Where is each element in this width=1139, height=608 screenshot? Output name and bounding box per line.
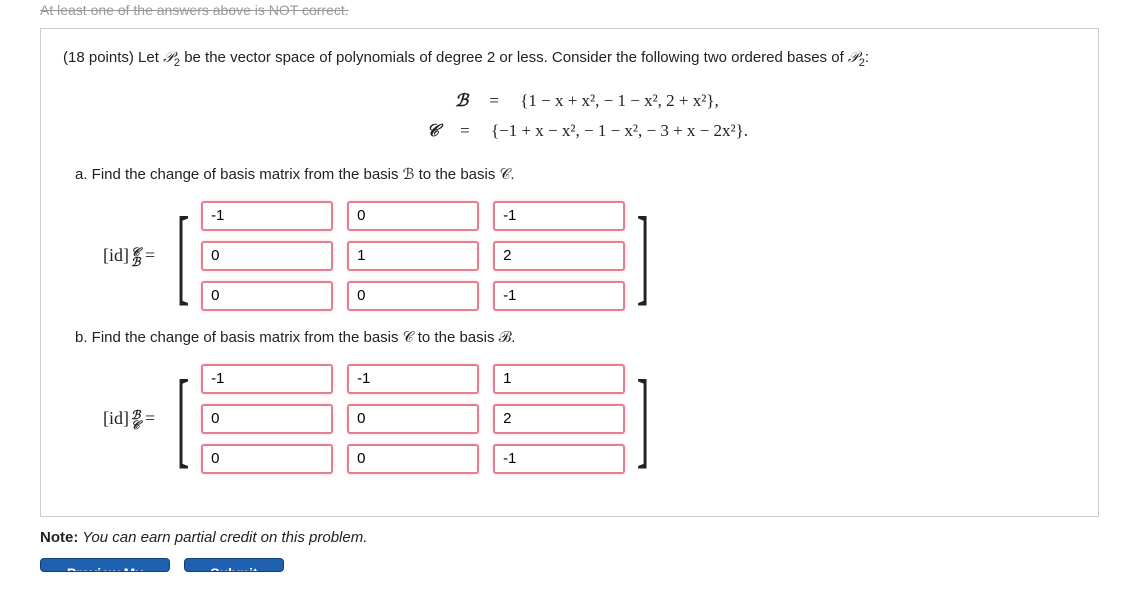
buttons-row: Preview My Answers Submit Answers [40, 558, 1099, 572]
matrix-a-cell-5[interactable] [493, 241, 625, 271]
right-bracket-a: ] [637, 210, 650, 302]
matrix-a-cell-0[interactable] [201, 201, 333, 231]
id-sub-b: 𝒞 [131, 420, 140, 430]
problem-prompt: (18 points) Let 𝒫2 be the vector space o… [63, 47, 1076, 72]
matrix-b-cell-0[interactable] [201, 364, 333, 394]
previous-feedback: At least one of the answers above is NOT… [0, 0, 1139, 20]
matrix-a-cell-3[interactable] [201, 241, 333, 271]
preview-button[interactable]: Preview My Answers [40, 558, 170, 572]
matrix-b-wrap: [id]ℬ𝒞 = [ ] [103, 360, 1076, 478]
matrix-a-wrap: [id]𝒞ℬ = [ ] [103, 197, 1076, 315]
matrix-a-label: [id]𝒞ℬ = [103, 245, 155, 267]
intro-text-a: Let [138, 49, 163, 66]
matrix-a-grid [201, 197, 625, 315]
matrix-b-cell-2[interactable] [493, 364, 625, 394]
matrix-b-cell-8[interactable] [493, 444, 625, 474]
matrix-b-cell-7[interactable] [347, 444, 479, 474]
eq-sign-1: = [480, 86, 508, 117]
submit-button[interactable]: Submit Answers [184, 558, 284, 572]
id-base-b: [id] [103, 408, 129, 428]
matrix-a-cell-1[interactable] [347, 201, 479, 231]
c-rhs: {−1 + x − x², − 1 − x², − 3 + x − 2x²}. [479, 116, 748, 147]
matrix-a-cell-8[interactable] [493, 281, 625, 311]
eq-sign-2: = [451, 116, 479, 147]
matrix-b-cell-5[interactable] [493, 404, 625, 434]
space-symbol-2: 𝒫 [848, 50, 859, 66]
eq-b: = [145, 408, 155, 428]
b-rhs: {1 − x + x², − 1 − x², 2 + x²}, [508, 86, 719, 117]
part-a-text: a. Find the change of basis matrix from … [75, 165, 1076, 183]
intro-text-b: be the vector space of polynomials of de… [180, 49, 848, 66]
matrix-b-cell-3[interactable] [201, 404, 333, 434]
matrix-a-cell-6[interactable] [201, 281, 333, 311]
equation-b: ℬ = {1 − x + x², − 1 − x², 2 + x²}, [63, 86, 1076, 117]
matrix-b-cell-1[interactable] [347, 364, 479, 394]
c-label: 𝒞 [391, 116, 451, 147]
matrix-b-cell-6[interactable] [201, 444, 333, 474]
points-label: (18 points) [63, 49, 134, 66]
id-sub-a: ℬ [131, 257, 140, 267]
matrix-b-label: [id]ℬ𝒞 = [103, 408, 155, 430]
matrix-a-cell-7[interactable] [347, 281, 479, 311]
part-b-text: b. Find the change of basis matrix from … [75, 329, 1076, 346]
basis-equations: ℬ = {1 − x + x², − 1 − x², 2 + x²}, 𝒞 = … [63, 86, 1076, 147]
eq-a: = [145, 245, 155, 265]
right-bracket-b: ] [637, 373, 650, 465]
equation-c: 𝒞 = {−1 + x − x², − 1 − x², − 3 + x − 2x… [63, 116, 1076, 147]
matrix-b-grid [201, 360, 625, 478]
matrix-a-cell-2[interactable] [493, 201, 625, 231]
problem-container: (18 points) Let 𝒫2 be the vector space o… [40, 28, 1099, 517]
note-line: Note: You can earn partial credit on thi… [40, 529, 1099, 546]
matrix-a-cell-4[interactable] [347, 241, 479, 271]
space-symbol: 𝒫 [163, 50, 174, 66]
note-italic: You can earn partial credit on this prob… [78, 529, 367, 546]
id-base-a: [id] [103, 245, 129, 265]
matrix-b-cell-4[interactable] [347, 404, 479, 434]
left-bracket-b: [ [177, 373, 190, 465]
intro-text-c: : [865, 49, 869, 66]
note-bold: Note: [40, 529, 78, 546]
left-bracket-a: [ [177, 210, 190, 302]
b-label: ℬ [420, 86, 480, 117]
